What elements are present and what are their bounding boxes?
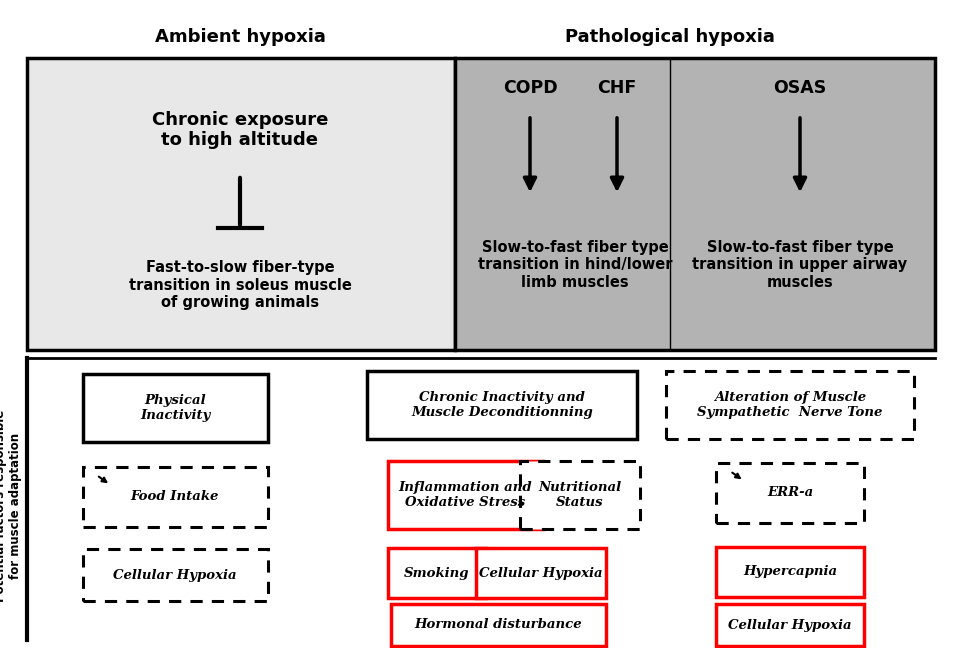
Text: Pathological hypoxia: Pathological hypoxia (565, 28, 775, 46)
Text: Cellular Hypoxia: Cellular Hypoxia (479, 566, 603, 579)
Text: Cellular Hypoxia: Cellular Hypoxia (113, 568, 236, 581)
Text: Alteration of Muscle
Sympathetic  Nerve Tone: Alteration of Muscle Sympathetic Nerve T… (698, 391, 882, 419)
FancyBboxPatch shape (716, 604, 864, 646)
FancyBboxPatch shape (82, 467, 268, 527)
FancyBboxPatch shape (716, 463, 864, 523)
FancyBboxPatch shape (666, 371, 914, 439)
FancyBboxPatch shape (716, 547, 864, 597)
Text: Food Intake: Food Intake (131, 491, 219, 503)
FancyBboxPatch shape (388, 548, 486, 598)
Text: Inflammation and
Oxidative Stress: Inflammation and Oxidative Stress (398, 481, 532, 509)
Text: Ambient hypoxia: Ambient hypoxia (155, 28, 325, 46)
Text: Fast-to-slow fiber-type
transition in soleus muscle
of growing animals: Fast-to-slow fiber-type transition in so… (128, 260, 351, 310)
FancyBboxPatch shape (476, 548, 606, 598)
Text: Potential factors responsible
for muscle adaptation: Potential factors responsible for muscle… (0, 410, 22, 601)
Text: Cellular Hypoxia: Cellular Hypoxia (728, 618, 852, 632)
FancyBboxPatch shape (82, 374, 268, 442)
Text: Hypercapnia: Hypercapnia (743, 566, 837, 579)
FancyBboxPatch shape (82, 549, 268, 601)
Text: ERR-a: ERR-a (767, 487, 813, 500)
FancyBboxPatch shape (390, 604, 606, 646)
FancyBboxPatch shape (388, 461, 543, 529)
Text: Chronic exposure
to high altitude: Chronic exposure to high altitude (152, 111, 328, 150)
Text: CHF: CHF (597, 79, 636, 97)
Text: Physical
Inactivity: Physical Inactivity (140, 394, 211, 422)
Text: Slow-to-fast fiber type
transition in upper airway
muscles: Slow-to-fast fiber type transition in up… (693, 240, 907, 290)
FancyBboxPatch shape (520, 461, 640, 529)
FancyBboxPatch shape (27, 58, 455, 350)
FancyBboxPatch shape (367, 371, 637, 439)
Text: Nutritional
Status: Nutritional Status (539, 481, 621, 509)
Text: Slow-to-fast fiber type
transition in hind/lower
limb muscles: Slow-to-fast fiber type transition in hi… (478, 240, 672, 290)
Text: Smoking: Smoking (404, 566, 470, 579)
Text: COPD: COPD (502, 79, 557, 97)
FancyBboxPatch shape (455, 58, 935, 350)
Text: Hormonal disturbance: Hormonal disturbance (414, 618, 582, 632)
Text: Chronic Inactivity and
Muscle Deconditionning: Chronic Inactivity and Muscle Deconditio… (412, 391, 593, 419)
Text: OSAS: OSAS (773, 79, 827, 97)
